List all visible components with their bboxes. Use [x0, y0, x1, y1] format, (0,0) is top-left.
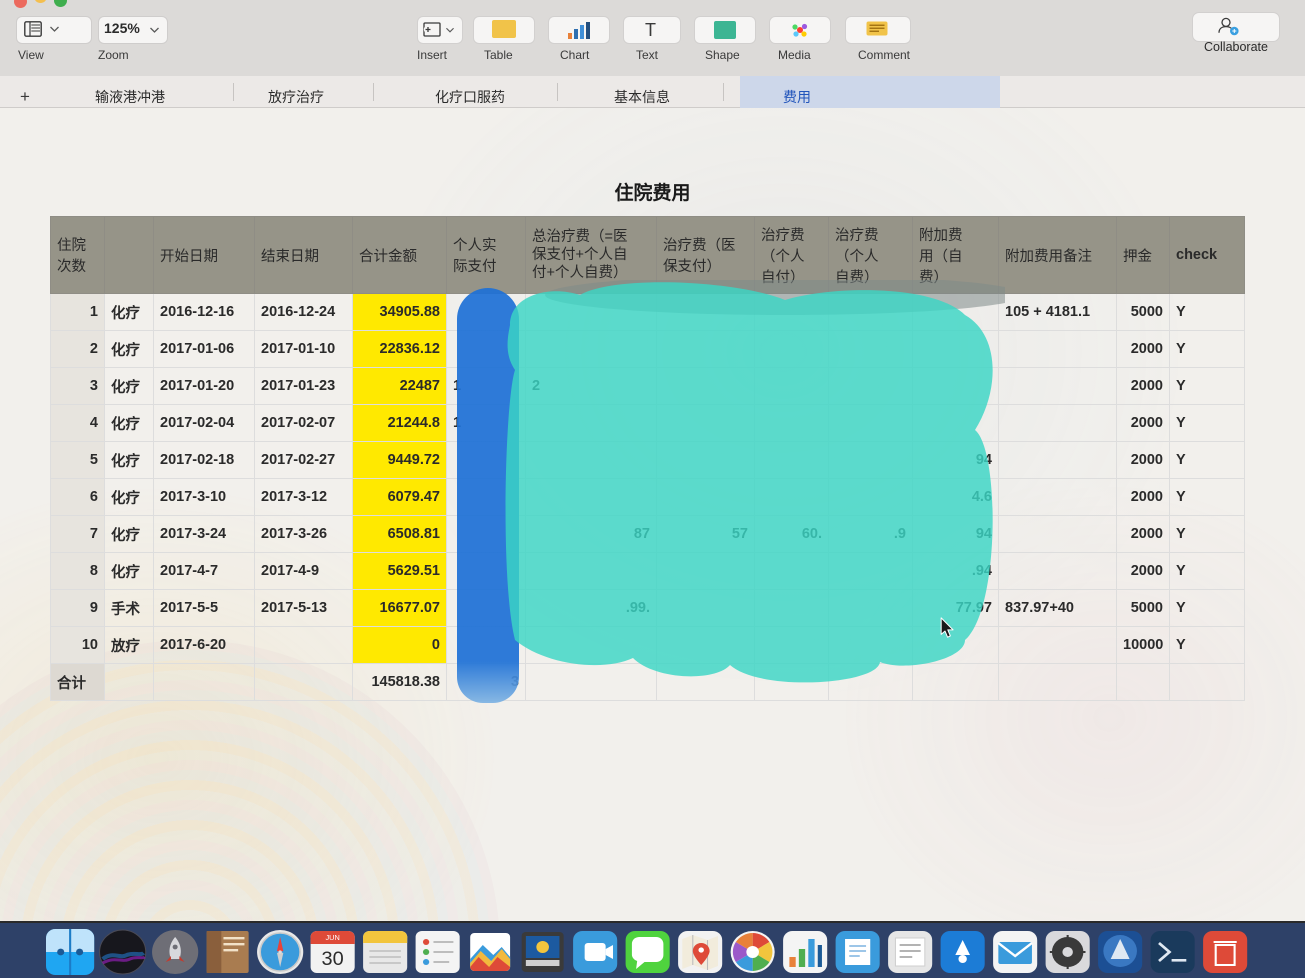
svg-text:JUN: JUN: [326, 934, 340, 942]
svg-text:30: 30: [322, 948, 344, 969]
